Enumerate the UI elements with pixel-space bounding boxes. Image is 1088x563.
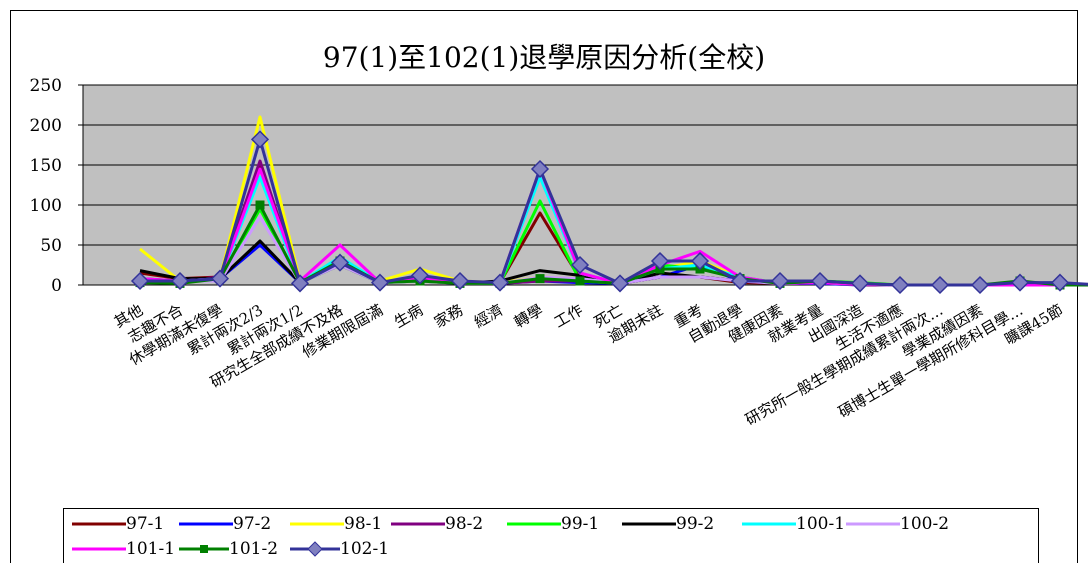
data-point (1050, 273, 1070, 292)
data-point (575, 276, 585, 286)
data-point (290, 274, 310, 293)
y-tick-label: 50 (40, 236, 62, 256)
data-point (170, 271, 190, 291)
legend-swatch (179, 522, 233, 526)
data-point (890, 275, 910, 295)
y-tick-label: 0 (51, 276, 62, 296)
legend-label: 101-2 (229, 539, 279, 559)
legend-swatch (290, 541, 340, 557)
x-tick-label: 轉學 (511, 301, 546, 332)
legend-item: 99-2 (622, 513, 714, 535)
x-tick-label: 生病 (391, 301, 426, 332)
legend-item: 101-2 (179, 538, 278, 560)
data-point (690, 251, 710, 271)
data-point (850, 274, 870, 293)
legend-label: 102-1 (340, 539, 390, 559)
data-point (930, 275, 950, 295)
legend-item: 101-1 (72, 538, 175, 560)
data-point (250, 130, 270, 149)
x-tick-label: 經濟 (471, 301, 506, 332)
legend-item: 102-1 (290, 538, 389, 560)
legend-swatch (179, 545, 229, 553)
x-tick-label: 工作 (551, 301, 586, 332)
data-point (610, 274, 630, 293)
legend-label: 101-1 (126, 539, 176, 559)
x-tick-label: 家務 (431, 301, 466, 332)
legend-label: 97-1 (126, 514, 165, 534)
legend-item: 99-1 (507, 513, 599, 535)
y-tick-label: 250 (30, 76, 62, 96)
data-point (450, 271, 470, 291)
legend-item: 98-2 (391, 513, 483, 535)
data-point (810, 271, 830, 291)
y-tick-label: 150 (30, 156, 62, 176)
data-point (490, 273, 510, 292)
legend-swatch (846, 522, 900, 526)
legend-swatch (72, 522, 126, 526)
y-tick-label: 200 (30, 116, 62, 136)
data-point (650, 251, 670, 271)
legend-label: 100-2 (900, 514, 950, 534)
legend-swatch (507, 522, 561, 526)
data-point (410, 266, 430, 285)
legend-swatch (391, 522, 445, 526)
legend-swatch (72, 547, 126, 551)
legend-label: 98-1 (344, 514, 383, 534)
legend-swatch (622, 522, 676, 526)
data-point (210, 269, 230, 288)
legend-label: 98-2 (445, 514, 484, 534)
legend-label: 97-2 (233, 514, 272, 534)
legend-item: 97-1 (72, 513, 164, 535)
data-point (770, 271, 790, 291)
chart-legend: 97-1 97-2 98-1 98-2 99-1 99-2 100-1 100-2 101-1 1… (63, 508, 1039, 563)
data-point (530, 159, 550, 179)
legend-item: 97-2 (179, 513, 271, 535)
data-point (535, 274, 545, 284)
legend-swatch (742, 522, 796, 526)
legend-item: 98-1 (290, 513, 382, 535)
legend-item: 100-1 (742, 513, 845, 535)
data-point (255, 200, 265, 210)
legend-label: 99-1 (561, 514, 600, 534)
data-point (130, 271, 150, 291)
data-point (330, 253, 350, 272)
legend-swatch (290, 522, 344, 526)
chart-title: 97(1)至102(1)退學原因分析(全校) (323, 41, 765, 74)
legend-label: 99-2 (676, 514, 715, 534)
legend-item: 100-2 (846, 513, 949, 535)
data-point (1010, 273, 1030, 292)
data-point (570, 255, 590, 275)
y-tick-label: 100 (30, 196, 62, 216)
data-point (370, 273, 390, 292)
legend-label: 100-1 (796, 514, 846, 534)
data-point (970, 275, 990, 295)
data-point (730, 271, 750, 291)
